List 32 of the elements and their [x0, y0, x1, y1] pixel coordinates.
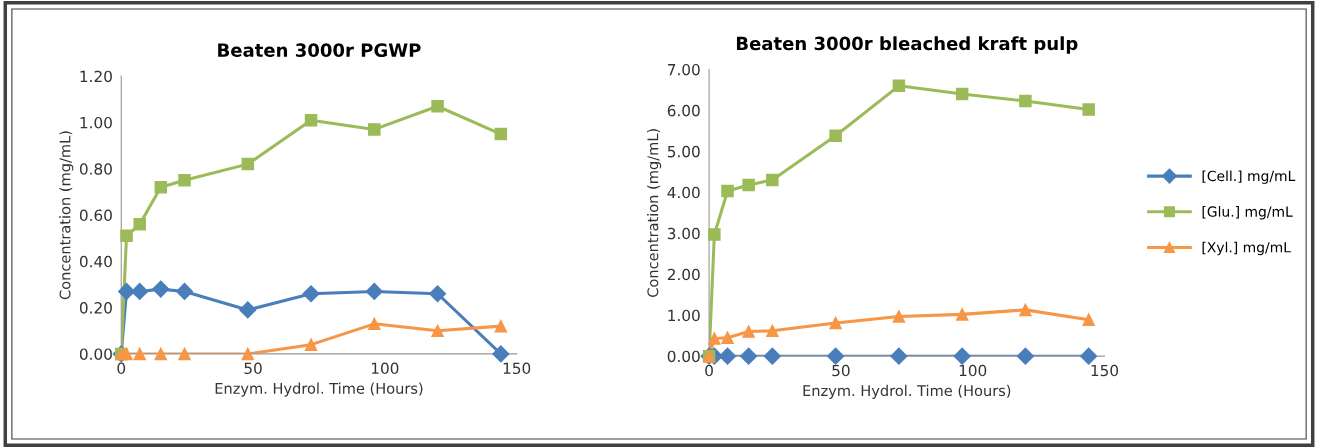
y-tick-label: 0.80 — [79, 163, 112, 175]
x-tick-label: 100 — [959, 364, 987, 377]
y-tick-label: 7.00 — [667, 63, 700, 76]
x-tick-label: 0 — [117, 362, 126, 375]
y-tick-label: 0.40 — [79, 255, 112, 268]
y-tick-label: 5.00 — [667, 145, 700, 158]
y-axis-title: Concentration (mg/mL) — [59, 131, 74, 300]
x-tick-label: 50 — [832, 364, 850, 377]
y-tick-label: 4.00 — [667, 186, 700, 199]
x-tick-label: 0 — [705, 364, 713, 377]
x-tick-label: 150 — [1091, 364, 1119, 377]
x-axis-title: Enzym. Hydrol. Time (Hours) — [215, 382, 423, 397]
x-tick-label: 100 — [371, 362, 399, 375]
y-tick-label: 0.60 — [79, 209, 112, 222]
chart-title: Beaten 3000r bleached kraft pulp — [736, 36, 1078, 54]
y-tick-label: 1.00 — [668, 309, 700, 322]
y-tick-label: 0.20 — [79, 302, 112, 314]
y-tick-label: 6.00 — [667, 104, 700, 117]
y-tick-label: 2.00 — [667, 268, 700, 281]
y-axis-title: Concentration (mg/mL) — [647, 129, 662, 297]
legend-label: [Cell.] mg/mL — [1202, 170, 1296, 184]
y-tick-label: 0.00 — [79, 348, 112, 360]
y-tick-label: 0.00 — [667, 350, 700, 363]
y-tick-label: 1.00 — [80, 116, 112, 129]
chart-title: Beaten 3000r PGWP — [218, 43, 421, 57]
y-tick-label: 3.00 — [667, 227, 700, 240]
legend-label: [Xyl.] mg/mL — [1202, 241, 1291, 256]
y-tick-label: 1.20 — [80, 70, 112, 83]
x-tick-label: 50 — [244, 362, 262, 375]
legend-label: [Glu.] mg/mL — [1202, 206, 1293, 220]
x-axis-title: Enzym. Hydrol. Time (Hours) — [803, 384, 1011, 399]
x-tick-label: 150 — [503, 362, 531, 375]
